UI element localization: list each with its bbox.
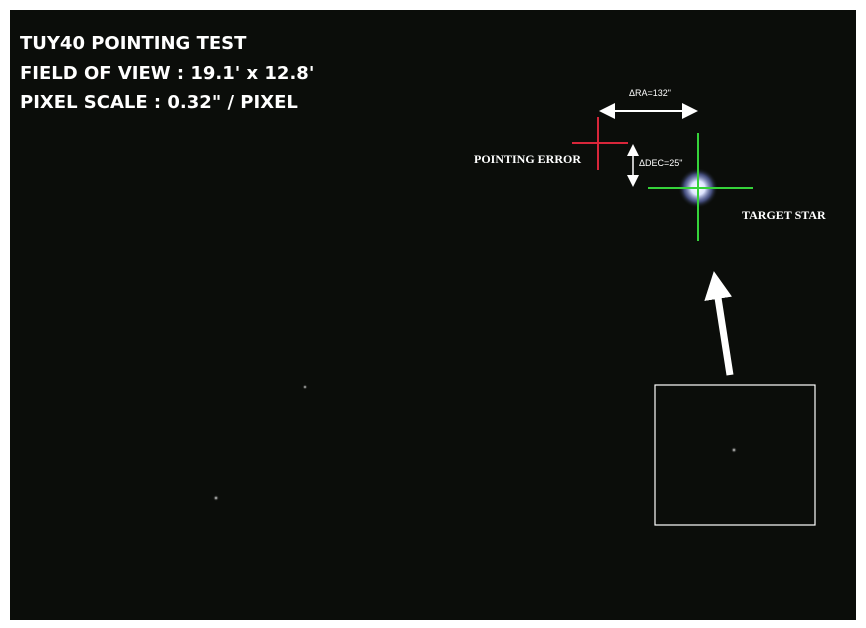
star bbox=[731, 447, 737, 453]
ra-label: ΔRA=132" bbox=[629, 88, 671, 98]
title-line: TUY40 POINTING TEST bbox=[20, 33, 247, 54]
dec-label: ΔDEC=25" bbox=[639, 158, 682, 168]
star bbox=[303, 385, 308, 390]
title-line: FIELD OF VIEW : 19.1' x 12.8' bbox=[20, 63, 314, 84]
pointing-error-label: POINTING ERROR bbox=[474, 152, 581, 166]
target-star-label: TARGET STAR bbox=[742, 208, 826, 222]
annotated-sky-image: TUY40 POINTING TEST FIELD OF VIEW : 19.1… bbox=[0, 0, 866, 628]
title-line: PIXEL SCALE : 0.32" / PIXEL bbox=[20, 92, 298, 113]
star bbox=[213, 495, 219, 501]
